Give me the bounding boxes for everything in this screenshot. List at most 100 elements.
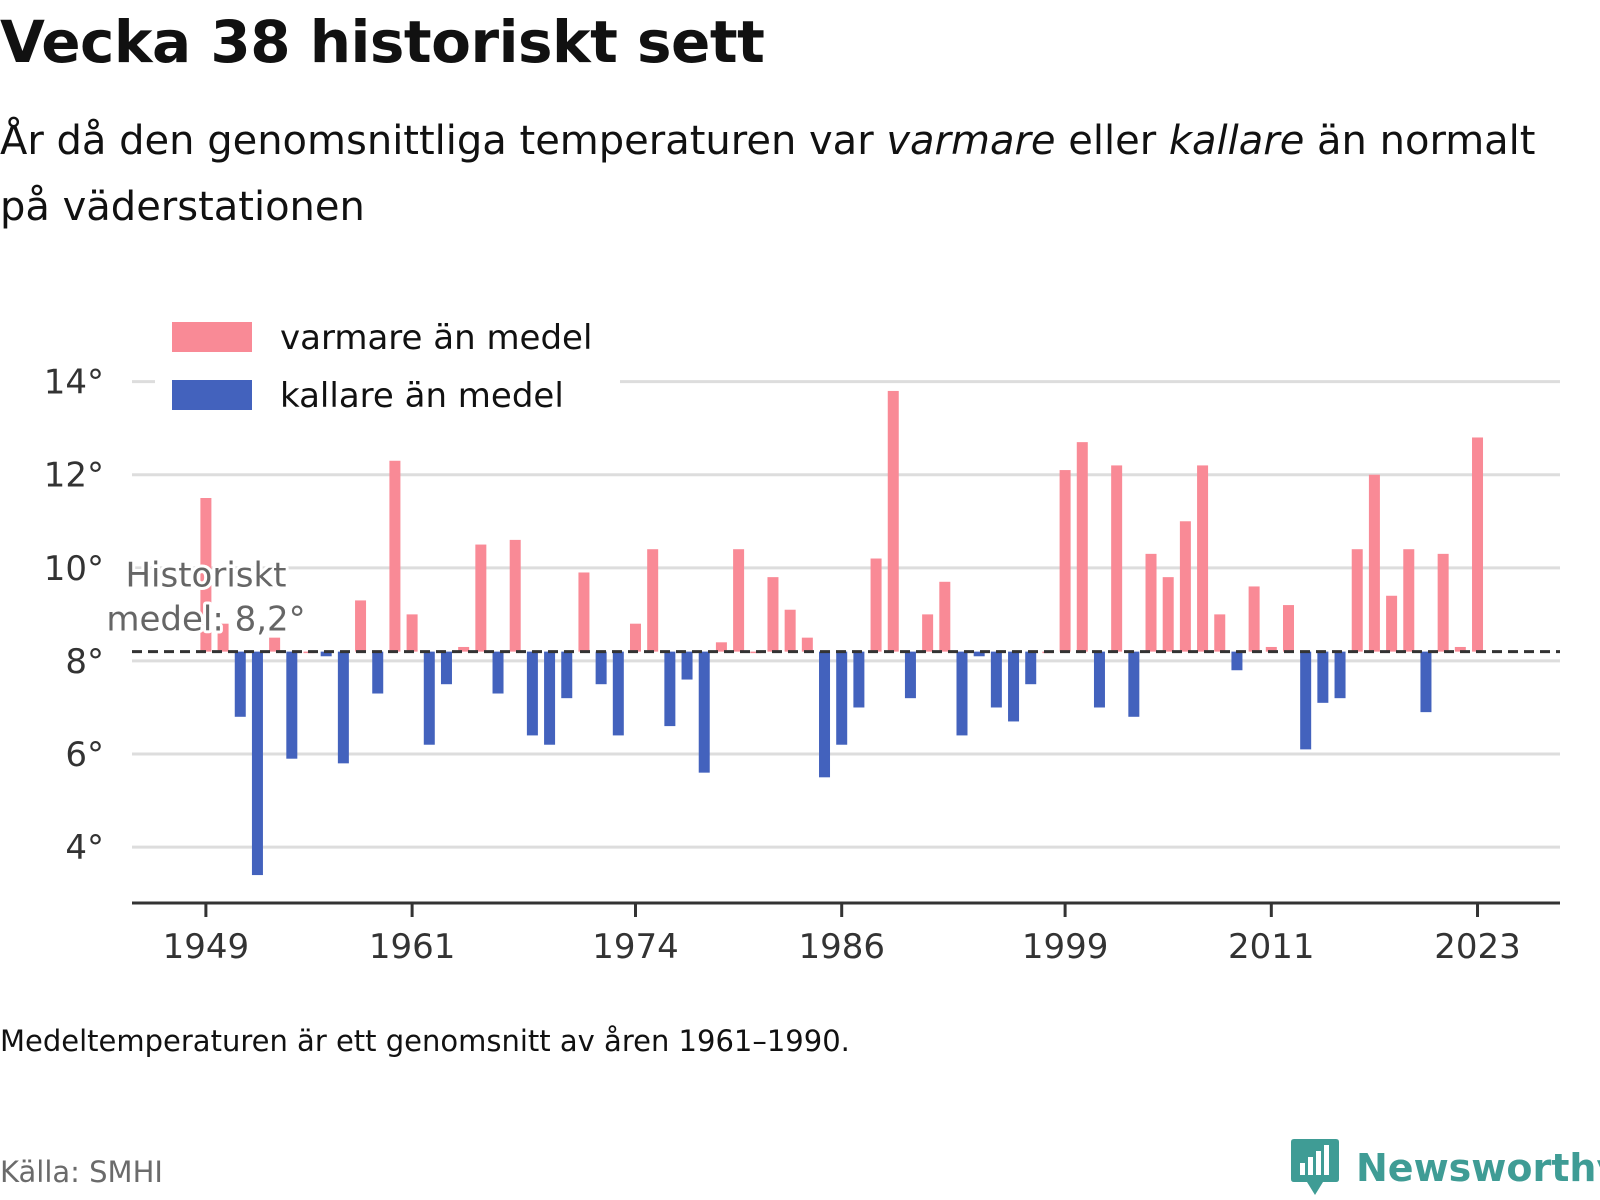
bar-1949 [200,498,212,652]
bar-1957 [337,651,349,764]
bar-2010 [1248,586,1260,652]
bar-1979 [715,642,727,652]
bar-1961 [406,614,418,652]
legend-swatch-warm [172,322,252,352]
subtitle-part-1: År då den genomsnittliga temperaturen va… [0,118,887,164]
x-tick-label: 2011 [1228,927,1315,967]
bar-2001 [1093,651,1105,708]
bar-2013 [1300,651,1312,750]
bar-1977 [681,651,693,680]
bar-2016 [1351,549,1363,652]
bar-1980 [733,549,745,652]
bar-1987 [853,651,865,708]
legend-label-warm: varmare än medel [280,318,592,358]
bar-2007 [1197,465,1209,652]
bar-1976 [664,651,676,727]
bar-1995 [990,651,1002,708]
x-tick-label: 2023 [1434,927,1521,967]
bar-2017 [1368,474,1380,652]
y-tick-label: 14° [44,363,104,403]
legend: varmare än medel kallare än medel [155,305,620,426]
x-tick-label: 1949 [163,927,250,967]
bar-1983 [784,609,796,652]
bar-1966 [492,651,504,694]
bar-1984 [801,637,813,652]
bar-1975 [647,549,659,652]
bar-2008 [1214,614,1226,652]
bar-2023 [1472,437,1484,652]
bar-2002 [1111,465,1123,652]
y-tick-label: 8° [65,642,104,682]
y-tick-label: 10° [44,549,104,589]
baseline-label: medel: 8,2° [106,600,305,640]
x-tick-label: 1974 [592,927,679,967]
bar-2006 [1179,521,1191,652]
bar-1973 [612,651,624,736]
page-title: Vecka 38 historiskt sett [0,8,765,76]
bar-2000 [1076,442,1088,652]
bar-2004 [1145,553,1157,652]
bar-1965 [475,544,487,652]
baseline-label: Historiskt [125,556,286,596]
bar-1958 [355,600,367,652]
bar-1953 [269,637,281,652]
legend-label-cold: kallare än medel [280,376,564,416]
y-tick-label: 4° [65,828,104,868]
bar-2018 [1386,595,1398,652]
bar-1952 [251,651,263,876]
bar-1981 [750,651,762,654]
y-tick-label: 6° [65,735,104,775]
bar-1991 [922,614,934,652]
gridlines [132,380,1560,849]
subtitle-emphasis-cold: kallare [1168,118,1305,164]
legend-swatch-cold [172,380,252,410]
bar-1989 [887,390,899,652]
bar-2014 [1317,651,1329,703]
bar-2021 [1437,553,1449,652]
bar-2003 [1128,651,1140,717]
bar-2009 [1231,651,1243,671]
bar-1972 [595,651,607,685]
bar-1982 [767,577,779,652]
bar-1969 [544,651,556,745]
brand-logo: Newsworthy [1290,1138,1600,1198]
subtitle-emphasis-warm: varmare [886,118,1056,164]
bar-2005 [1162,577,1174,652]
bar-1959 [372,651,384,694]
bar-1986 [836,651,848,745]
bar-1999 [1059,470,1071,652]
bar-1960 [389,460,401,652]
bar-1954 [286,651,298,759]
x-tick-label: 1961 [369,927,456,967]
bar-2020 [1420,651,1432,713]
bar-1951 [234,651,246,717]
bar-1997 [1025,651,1037,685]
bar-1970 [561,651,573,699]
bar-1968 [526,651,538,736]
bar-2012 [1282,605,1294,652]
bar-1994 [973,651,985,657]
bar-1967 [509,539,521,652]
bar-1956 [320,651,332,657]
bar-2015 [1334,651,1346,699]
bar-1985 [819,651,831,778]
bar-1990 [904,651,916,699]
bar-1993 [956,651,968,736]
bar-1962 [423,651,435,745]
bar-1963 [440,651,452,685]
bar-1974 [629,623,641,652]
bar-1978 [698,651,710,773]
subtitle-part-3: än normalt på väderstationen [0,118,1536,230]
bar-1950 [217,623,229,652]
brand-name: Newsworthy [1356,1146,1600,1190]
bars [200,390,1484,876]
y-tick-label: 12° [44,456,104,496]
bar-1988 [870,558,882,652]
chart-note: Medeltemperaturen är ett genomsnitt av å… [0,1024,850,1058]
bar-1964 [458,646,470,652]
x-tick-label: 1999 [1022,927,1109,967]
x-tick-label: 1986 [798,927,885,967]
bar-chart-badge-icon [1291,1139,1339,1195]
